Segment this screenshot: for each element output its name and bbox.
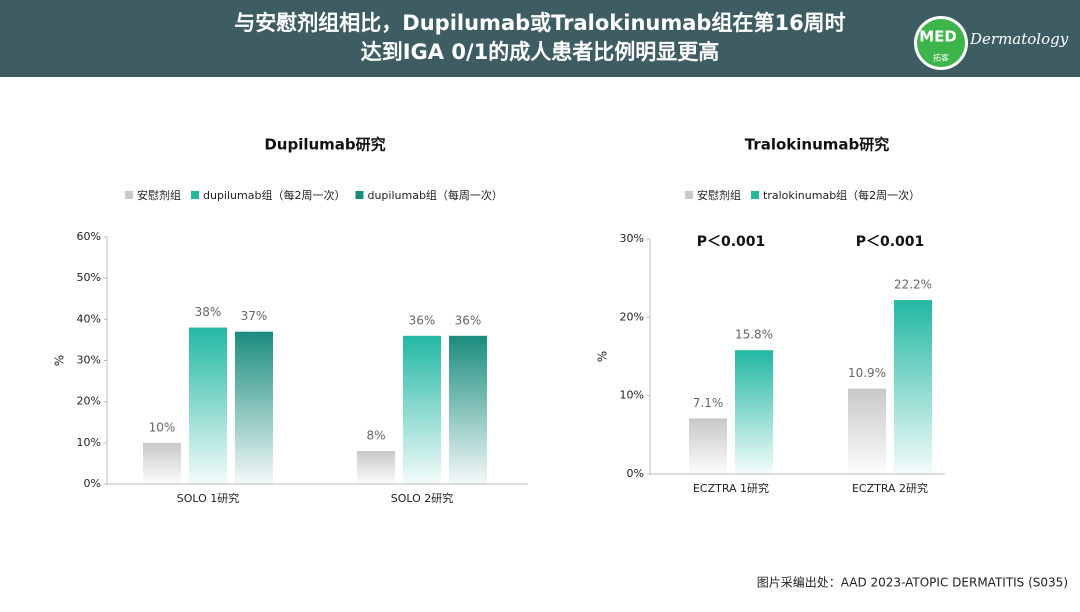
- y-tick-label: 10%: [77, 436, 101, 449]
- brand: Dermatology: [969, 30, 1069, 48]
- legend-label: 安慰剂组: [137, 188, 181, 202]
- bar: [735, 350, 773, 474]
- logo-sub: 拓客: [933, 53, 949, 63]
- bar: [143, 442, 181, 484]
- legend-label: dupilumab组（每2周一次）: [203, 188, 345, 202]
- value-label: 38%: [195, 305, 222, 319]
- value-label: 15.8%: [735, 328, 773, 342]
- y-tick-label: 40%: [77, 312, 101, 325]
- bar: [235, 331, 273, 484]
- bar: [403, 335, 441, 484]
- y-tick-label: 30%: [620, 232, 644, 245]
- y-tick-label: 60%: [77, 230, 101, 243]
- legend-label: 安慰剂组: [697, 188, 741, 202]
- y-tick-label: 20%: [77, 395, 101, 408]
- legend-swatch: [125, 191, 133, 199]
- value-label: 8%: [366, 429, 385, 443]
- legend-swatch: [355, 191, 364, 199]
- footer-source: 图片采编出处：AAD 2023-ATOPIC DERMATITIS (S035): [757, 575, 1068, 590]
- value-label: 22.2%: [894, 278, 932, 292]
- logo-text: MED: [919, 28, 957, 46]
- y-tick-label: 30%: [77, 354, 101, 367]
- value-label: 10.9%: [848, 366, 886, 380]
- chart-title: Tralokinumab研究: [745, 136, 890, 154]
- chart-title: Dupilumab研究: [264, 136, 385, 154]
- value-label: 37%: [241, 309, 268, 323]
- x-tick-label: SOLO 1研究: [177, 491, 240, 505]
- y-tick-label: 0%: [627, 467, 644, 480]
- y-tick-label: 10%: [620, 389, 644, 402]
- legend-label: tralokinumab组（每2周一次）: [763, 188, 920, 202]
- annotation: P＜0.001: [856, 234, 925, 250]
- y-tick-label: 50%: [77, 271, 101, 284]
- x-tick-label: SOLO 2研究: [391, 491, 454, 505]
- annotation: P＜0.001: [697, 234, 766, 250]
- y-axis-label: %: [53, 355, 67, 366]
- x-tick-label: ECZTRA 2研究: [852, 481, 928, 495]
- y-tick-label: 0%: [84, 477, 101, 490]
- legend-swatch: [685, 191, 693, 199]
- bar: [449, 335, 487, 484]
- value-label: 7.1%: [693, 396, 724, 410]
- bar: [189, 327, 227, 484]
- legend-swatch: [751, 191, 759, 199]
- bar: [689, 418, 727, 474]
- x-tick-label: ECZTRA 1研究: [693, 481, 769, 495]
- logo: [917, 19, 965, 67]
- legend-swatch: [191, 191, 199, 199]
- header-title: 与安慰剂组相比，Dupilumab或Tralokinumab组在第16周时: [234, 11, 845, 35]
- header-bar: [0, 0, 1080, 77]
- y-tick-label: 20%: [620, 310, 644, 323]
- bar: [357, 451, 395, 484]
- y-axis-label: %: [596, 351, 610, 362]
- value-label: 36%: [455, 313, 482, 327]
- value-label: 10%: [149, 420, 176, 434]
- legend-label: dupilumab组（每周一次）: [367, 188, 502, 202]
- bar: [894, 300, 932, 474]
- value-label: 36%: [409, 313, 436, 327]
- bar: [848, 388, 886, 474]
- header-title: 达到IGA 0/1的成人患者比例明显更高: [361, 40, 720, 64]
